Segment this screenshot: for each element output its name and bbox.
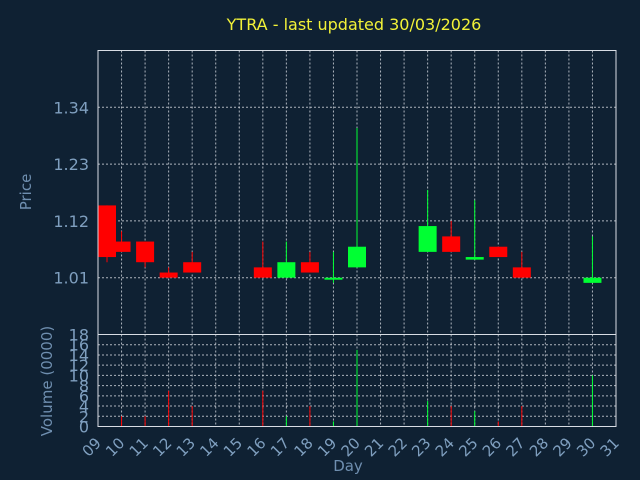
x-tick-label: 14 [196, 434, 222, 460]
candle-body [136, 241, 155, 263]
candle-body [253, 267, 272, 278]
x-tick-label: 16 [243, 434, 269, 460]
volume-tick-label: 4 [79, 397, 89, 416]
volume-tick-label: 0 [79, 418, 89, 437]
x-tick-label: 29 [550, 434, 576, 460]
x-tick-label: 28 [526, 434, 552, 460]
candle-body [418, 226, 437, 252]
candle-body [442, 236, 461, 252]
candle-body [98, 205, 116, 258]
x-tick-label: 10 [102, 434, 128, 460]
volume-frame [97, 334, 617, 427]
candle-body [300, 262, 319, 273]
volume-tick-label: 16 [69, 336, 89, 355]
price-tick-label: 1.01 [53, 269, 89, 288]
price-tick-label: 1.23 [53, 155, 89, 174]
price-tick-label: 1.12 [53, 212, 89, 231]
price-grid [98, 50, 616, 335]
volume-tick-label: 2 [79, 407, 89, 426]
chart-title: YTRA - last updated 30/03/2026 [226, 15, 482, 34]
candle-body [112, 241, 131, 252]
candle-body [465, 257, 484, 260]
candle-body [324, 277, 343, 280]
candle-body [183, 262, 202, 273]
x-tick-label: 13 [173, 434, 199, 460]
candle-body [583, 277, 602, 283]
volume-tick-label: 6 [79, 387, 89, 406]
volume-tick-label: 18 [69, 326, 89, 345]
x-tick-label: 11 [126, 434, 152, 460]
y-axis-label: Price [17, 174, 35, 211]
x-tick-label: 25 [455, 434, 481, 460]
x-tick-label: 15 [220, 434, 246, 460]
x-tick-label: 27 [502, 434, 528, 460]
x-tick-label: 23 [408, 434, 434, 460]
volume-tick-label: 8 [79, 377, 89, 396]
x-tick-label: 12 [149, 434, 175, 460]
x-tick-label: 26 [479, 434, 505, 460]
x-tick-label: 31 [597, 434, 623, 460]
price-tick-labels: 1.01 1.12 1.23 1.34 [53, 98, 89, 287]
x-tick-label: 09 [79, 434, 105, 460]
price-candles [98, 127, 602, 283]
x-tick-label: 17 [267, 434, 293, 460]
candle-body [348, 246, 366, 268]
candle-body [159, 272, 178, 278]
candle-body [277, 262, 296, 278]
volume-axis-label: Volume (0000) [38, 326, 56, 436]
volume-tick-label: 10 [69, 366, 89, 385]
x-axis-label: Day [333, 457, 363, 475]
x-tick-label: 22 [385, 434, 411, 460]
x-tick-label: 30 [573, 434, 599, 460]
candle-body [512, 267, 531, 278]
volume-tick-label: 12 [69, 356, 89, 375]
volume-bars [97, 349, 593, 427]
candle-body [489, 246, 508, 258]
x-tick-label: 18 [291, 434, 317, 460]
price-tick-label: 1.34 [53, 98, 89, 117]
x-tick-label: 24 [432, 434, 458, 460]
x-tick-label: 21 [361, 434, 387, 460]
price-panel: 1.01 1.12 1.23 1.34 [53, 50, 617, 335]
volume-tick-label: 14 [69, 346, 89, 365]
